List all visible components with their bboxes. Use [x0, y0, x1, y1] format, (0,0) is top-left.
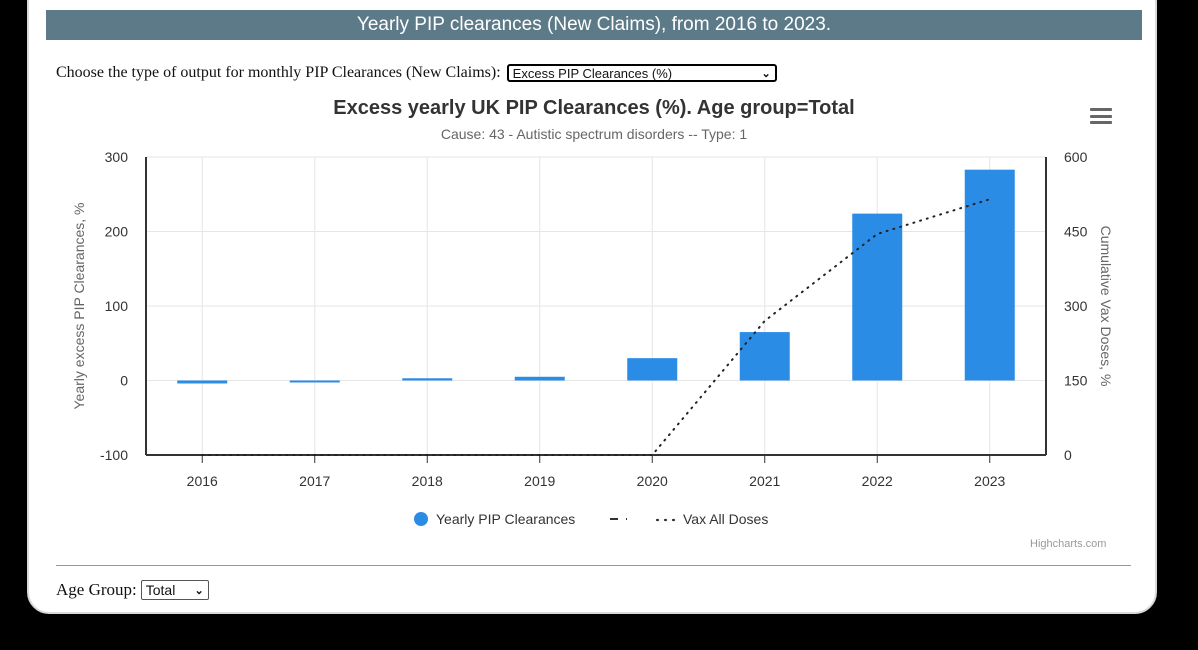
- x-tick-label: 2022: [862, 473, 893, 489]
- y2-tick-label: 450: [1064, 224, 1088, 240]
- banner-title: Yearly PIP clearances (New Claims), from…: [356, 14, 832, 35]
- y2-tick-label: 0: [1064, 447, 1072, 463]
- x-tick-label: 2019: [524, 473, 555, 489]
- age-group-select[interactable]: Total ⌄: [140, 580, 209, 600]
- y-tick-label: 100: [105, 298, 129, 314]
- chart-title: Excess yearly UK PIP Clearances (%). Age…: [333, 97, 855, 119]
- y2-tick-label: 150: [1064, 373, 1088, 389]
- bar: [177, 380, 228, 384]
- bar: [289, 380, 340, 383]
- age-group-label: Age Group:: [56, 580, 137, 599]
- y-tick-label: 0: [120, 373, 128, 389]
- chart-subtitle: Cause: 43 - Autistic spectrum disorders …: [440, 126, 748, 142]
- bar: [852, 213, 903, 381]
- x-tick-label: 2021: [749, 473, 780, 489]
- bar: [964, 169, 1015, 381]
- vax-line: [201, 198, 991, 456]
- bar: [739, 332, 790, 381]
- hamburger-menu-icon[interactable]: [1090, 108, 1112, 124]
- y-tick-label: 300: [105, 149, 129, 165]
- y-tick-label: -100: [100, 447, 128, 463]
- x-tick-label: 2023: [974, 473, 1005, 489]
- y2-tick-label: 300: [1064, 298, 1088, 314]
- output-type-value: Excess PIP Clearances (%): [512, 65, 673, 81]
- y-axis-title: Yearly excess PIP Clearances, %: [71, 203, 87, 410]
- bar: [402, 378, 453, 381]
- chevron-down-icon: ⌄: [194, 584, 204, 597]
- y2-axis-title: Cumulative Vax Doses, %: [1098, 226, 1114, 387]
- age-group-value: Total: [145, 582, 176, 598]
- y2-tick-label: 600: [1064, 149, 1088, 165]
- age-group-control: Age Group: Total ⌄: [56, 578, 209, 602]
- highcharts-credits[interactable]: Highcharts.com: [1030, 538, 1107, 550]
- x-tick-label: 2017: [299, 473, 330, 489]
- x-tick-label: 2018: [412, 473, 443, 489]
- x-tick-label: 2016: [187, 473, 218, 489]
- y-tick-label: 200: [105, 224, 129, 240]
- page-banner: Yearly PIP clearances (New Claims), from…: [46, 10, 1142, 40]
- bar: [514, 376, 565, 381]
- legend-label-line: Vax All Doses: [683, 511, 768, 527]
- output-type-select[interactable]: Excess PIP Clearances (%) ⌄: [506, 64, 777, 82]
- divider: [56, 565, 1131, 566]
- x-tick-label: 2020: [637, 473, 668, 489]
- legend-label-bars: Yearly PIP Clearances: [436, 511, 575, 527]
- legend-marker-bars: [414, 512, 428, 526]
- bar: [627, 358, 678, 381]
- chevron-down-icon: ⌄: [761, 67, 771, 80]
- output-chooser: Choose the type of output for monthly PI…: [56, 62, 777, 84]
- output-chooser-label: Choose the type of output for monthly PI…: [56, 64, 501, 81]
